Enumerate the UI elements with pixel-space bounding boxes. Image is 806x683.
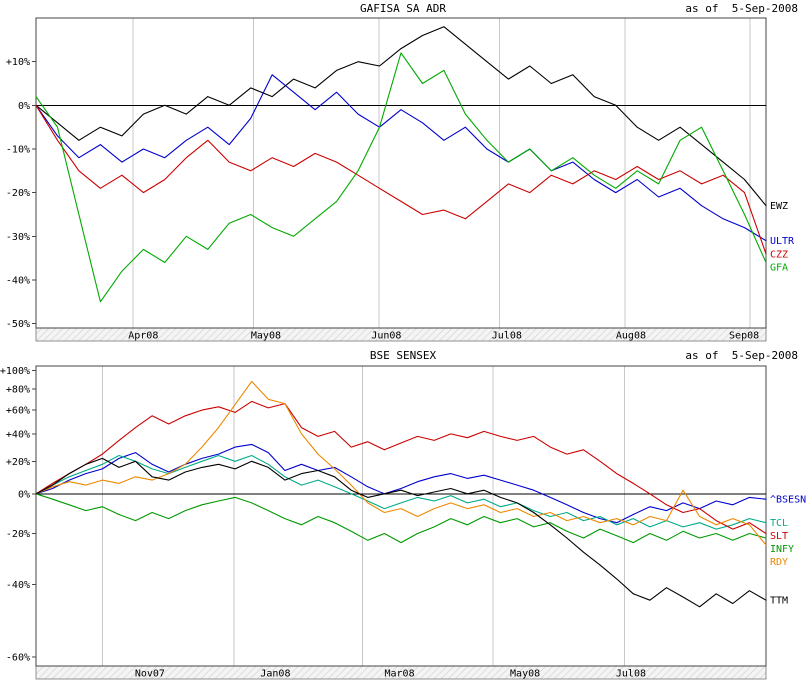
y-tick-label: +80% bbox=[6, 385, 30, 396]
ticker-label-CZZ: CZZ bbox=[770, 249, 788, 260]
y-tick-label: -40% bbox=[6, 580, 30, 591]
chart-header-gafisa: GAFISA SA ADR as of 5-Sep-2008 bbox=[0, 2, 806, 16]
plot-border bbox=[35, 17, 767, 329]
y-tick-label: +10% bbox=[6, 57, 30, 68]
month-label: Mar08 bbox=[384, 669, 414, 680]
month-label: Nov07 bbox=[135, 669, 165, 680]
chart-header-sensex: BSE SENSEX as of 5-Sep-2008 bbox=[0, 349, 806, 363]
chart-panel-gafisa: GAFISA SA ADR as of 5-Sep-2008 +10% 0% -10… bbox=[0, 2, 806, 342]
as-of-date: as of 5-Sep-2008 bbox=[685, 2, 798, 15]
y-tick-label: -60% bbox=[6, 652, 30, 663]
ticker-label-INFY: INFY bbox=[770, 544, 794, 555]
y-tick-label: -20% bbox=[6, 529, 30, 540]
series-line-SLT bbox=[35, 400, 767, 535]
ticker-label-TCL: TCL bbox=[770, 518, 788, 529]
series-line-GFA bbox=[35, 52, 767, 303]
ticker-label-ULTR: ULTR bbox=[770, 236, 795, 247]
month-label: Jan08 bbox=[260, 669, 290, 680]
y-tick-label: -10% bbox=[6, 144, 30, 155]
month-label: Sep08 bbox=[729, 331, 759, 342]
y-tick-label: +20% bbox=[6, 457, 30, 468]
chart-panel-sensex: BSE SENSEX as of 5-Sep-2008 +100% +80% +60… bbox=[0, 346, 806, 683]
y-tick-label: -40% bbox=[6, 275, 30, 286]
y-tick-label: +100% bbox=[0, 366, 30, 377]
series-line-^BSESN bbox=[35, 443, 767, 524]
ticker-label-EWZ: EWZ bbox=[770, 201, 788, 212]
y-tick-label: 0% bbox=[18, 101, 30, 112]
chart-title: BSE SENSEX bbox=[369, 349, 437, 362]
y-tick-label: +40% bbox=[6, 429, 30, 440]
ticker-label-^BSESN: ^BSESN bbox=[770, 495, 806, 506]
month-label: Apr08 bbox=[128, 331, 158, 342]
y-tick-label: -50% bbox=[6, 319, 30, 330]
month-label: Jun08 bbox=[371, 331, 401, 342]
chart-canvas-gafisa: +10% 0% -10% -20% -30% -40% -50% Apr08 May08 Jun0… bbox=[6, 17, 795, 342]
chart-canvas-sensex: +100% +80% +60% +40% +20% 0% -20% -40% -60% Nov07… bbox=[0, 365, 806, 680]
series-line-INFY bbox=[35, 493, 767, 544]
month-label: Aug08 bbox=[616, 331, 646, 342]
month-label: Jul08 bbox=[616, 669, 646, 680]
series-line-TTM bbox=[35, 457, 767, 608]
ticker-label-GFA: GFA bbox=[770, 262, 788, 273]
as-of-date: as of 5-Sep-2008 bbox=[685, 349, 798, 362]
month-label: May08 bbox=[510, 669, 540, 680]
y-tick-label: -20% bbox=[6, 188, 30, 199]
y-tick-label: +60% bbox=[6, 406, 30, 417]
chart-title: GAFISA SA ADR bbox=[359, 2, 447, 15]
series-line-EWZ bbox=[35, 26, 767, 207]
y-tick-label: -30% bbox=[6, 232, 30, 243]
series-line-RDY bbox=[35, 380, 767, 546]
series-line-ULTR bbox=[35, 74, 767, 242]
series-line-TCL bbox=[35, 454, 767, 530]
month-label: Jul08 bbox=[492, 331, 522, 342]
ticker-label-SLT: SLT bbox=[770, 531, 788, 542]
month-label: May08 bbox=[251, 331, 281, 342]
ticker-label-TTM: TTM bbox=[770, 596, 788, 607]
series-line-CZZ bbox=[35, 104, 767, 255]
plot-border bbox=[35, 365, 767, 667]
y-tick-label: 0% bbox=[18, 489, 30, 500]
ticker-label-RDY: RDY bbox=[770, 557, 788, 568]
